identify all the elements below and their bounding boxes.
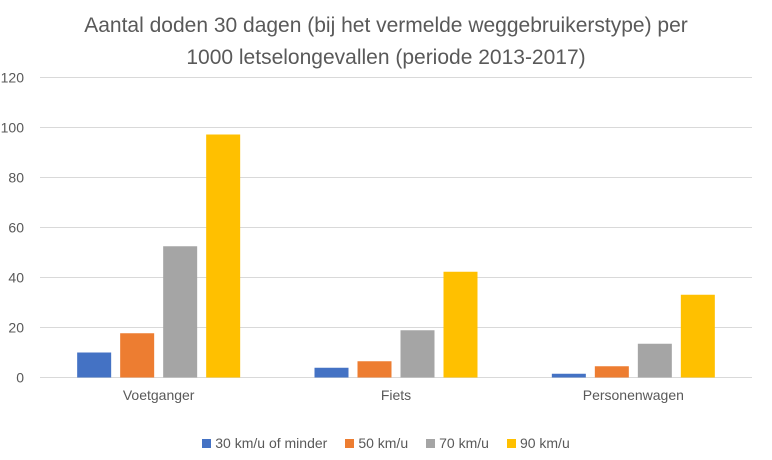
y-tick-label: 80 (8, 170, 24, 186)
bar-2-1 (594, 366, 629, 378)
x-tick-label: Fiets (381, 387, 411, 403)
bar-0-1 (120, 333, 155, 378)
bar-1-0 (314, 367, 349, 378)
chart-title: Aantal doden 30 dagen (bij het vermelde … (0, 10, 772, 74)
bar-1-3 (443, 271, 478, 378)
bar-1-1 (357, 361, 392, 378)
legend-label: 90 km/u (519, 435, 570, 451)
bar-0-0 (77, 352, 112, 378)
legend-item: 90 km/u (506, 435, 570, 451)
y-tick-label: 20 (8, 320, 24, 336)
bar-0-3 (206, 134, 241, 378)
legend-item: 70 km/u (426, 435, 489, 451)
legend-swatch (506, 438, 516, 448)
y-tick-label: 120 (1, 70, 25, 86)
legend-label: 70 km/u (439, 435, 489, 451)
bar-2-2 (637, 343, 672, 378)
legend-label: 50 km/u (358, 435, 409, 451)
y-tick-label: 100 (1, 120, 25, 136)
x-tick-label: Voetganger (123, 387, 195, 403)
chart-plot-area: 0 20 40 60 80 100 120 Voetganger Fiets Personenwa… (1, 70, 752, 403)
legend-swatch (345, 438, 355, 448)
bar-1-2 (400, 330, 435, 378)
chart-title-line-2: 1000 letselongevallen (periode 2013-2017… (186, 46, 586, 69)
bar-0-2 (163, 246, 198, 378)
legend-item: 50 km/u (345, 435, 408, 451)
y-tick-label: 60 (8, 220, 24, 236)
legend-swatch (202, 438, 212, 448)
legend-label: 30 km/u of minder (215, 435, 328, 451)
legend-item: 30 km/u of minder (202, 435, 327, 451)
bar-2-3 (680, 294, 715, 378)
chart-legend: 30 km/u of minder 50 km/u 70 km/u 90 km/u (0, 435, 772, 451)
y-tick-label: 0 (16, 370, 24, 386)
x-tick-label: Personenwagen (583, 387, 684, 403)
y-tick-label: 40 (8, 270, 24, 286)
bar-2-0 (551, 373, 586, 378)
legend-swatch (426, 438, 436, 448)
chart-title-line-1: Aantal doden 30 dagen (bij het vermelde … (84, 14, 688, 37)
